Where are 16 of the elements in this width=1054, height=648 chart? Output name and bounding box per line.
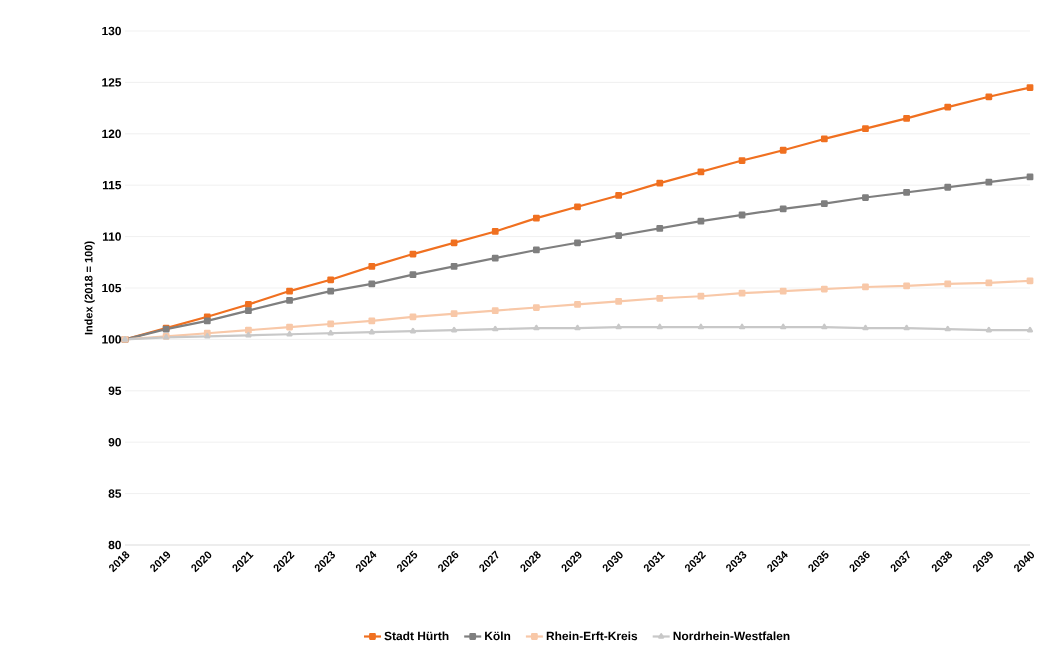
y-tick-label: 120 (102, 129, 121, 139)
legend-label: Stadt Hürth (384, 631, 449, 641)
legend-label: Rhein-Erft-Kreis (546, 631, 638, 641)
y-tick-label: 110 (102, 232, 121, 241)
y-tick-label: 130 (102, 26, 121, 36)
y-tick-label: 100 (102, 335, 121, 344)
y-tick-label: 115 (102, 181, 122, 190)
y-tick-label: 125 (102, 78, 122, 87)
y-tick-label: 105 (102, 283, 122, 293)
y-axis-title: Index (2018 = 100) (84, 241, 95, 335)
legend-label: Nordrhein-Westfalen (673, 631, 790, 641)
y-tick-label: 90 (108, 437, 121, 447)
y-tick-label: 85 (108, 489, 122, 498)
y-tick-label: 95 (108, 386, 122, 396)
y-tick-label: 80 (108, 540, 121, 550)
legend-label: Köln (485, 631, 511, 641)
